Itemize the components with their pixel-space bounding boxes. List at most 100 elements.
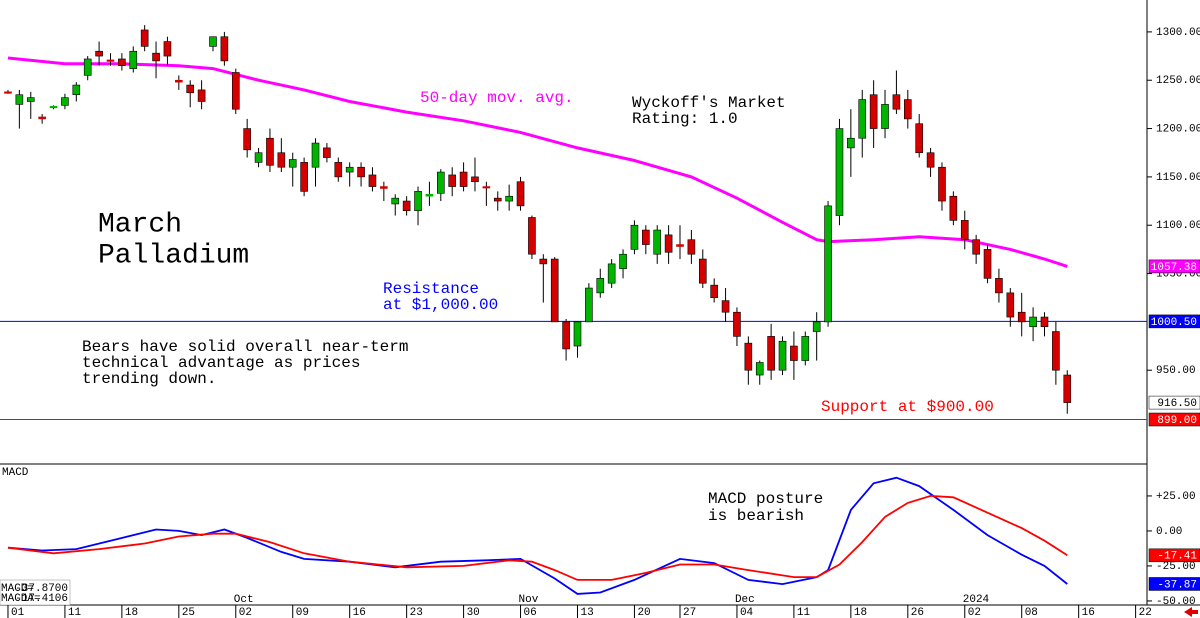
candle-body: [744, 342, 753, 371]
y-tick-label: -50.00: [1156, 596, 1196, 608]
candle-body: [881, 104, 889, 129]
x-tick-label: 25: [182, 607, 195, 618]
price-label-box: [1148, 395, 1200, 410]
candle-body: [175, 79, 183, 83]
chart-title: March: [98, 209, 182, 240]
candle-body: [835, 128, 844, 216]
y-tick-label: -25.00: [1156, 561, 1196, 573]
scroll-arrow[interactable]: [1184, 607, 1198, 617]
candle-body: [767, 336, 775, 371]
candle-body: [778, 340, 787, 371]
candle-body: [755, 362, 764, 376]
x-tick-label: 04: [740, 607, 754, 618]
legend-value: -37.8700: [15, 583, 68, 595]
candle-body: [448, 174, 456, 187]
candle-body: [83, 58, 92, 76]
price-label: 1000.50: [1151, 317, 1197, 329]
commentary: technical advantage as prices: [82, 354, 360, 372]
x-tick-label: 06: [524, 607, 537, 618]
month-label: Dec: [735, 594, 755, 606]
candle-body: [642, 229, 650, 245]
x-tick-label: 16: [1082, 607, 1095, 618]
candle-body: [380, 186, 388, 189]
x-tick-label: 13: [580, 607, 593, 618]
y-tick-label: 0.00: [1156, 526, 1182, 538]
x-tick-label: 22: [1139, 607, 1152, 618]
candle-body: [562, 321, 570, 350]
candle-body: [231, 72, 240, 110]
price-label: 916.50: [1157, 398, 1197, 410]
candle-body: [220, 36, 229, 62]
candle-body: [721, 300, 730, 313]
candle-body: [391, 197, 400, 205]
candle-body: [186, 84, 195, 94]
price-label-box: [1148, 259, 1200, 274]
candle-body: [1029, 316, 1037, 328]
candle-body: [528, 217, 536, 255]
price-label: -17.41: [1157, 551, 1197, 563]
candle-body: [402, 200, 411, 212]
candle-body: [710, 284, 718, 299]
candle-body: [357, 166, 365, 178]
candle-body: [938, 166, 946, 202]
x-tick-label: 18: [854, 607, 867, 618]
candle-body: [904, 99, 912, 120]
candle-body: [38, 116, 46, 120]
candle-body: [300, 162, 308, 192]
candle-body: [4, 91, 12, 94]
x-tick-label: 16: [353, 607, 366, 618]
month-label: Oct: [234, 594, 254, 606]
chart-title: Palladium: [98, 240, 249, 271]
candle-body: [15, 94, 24, 105]
candle-body: [995, 278, 1003, 294]
support-note: Support at $900.00: [821, 398, 994, 416]
price-label-box: [1148, 577, 1200, 591]
candle-body: [573, 321, 582, 347]
candle-body: [607, 263, 616, 284]
candle-body: [676, 244, 684, 247]
resistance-note: at $1,000.00: [383, 296, 498, 314]
price-label: -37.87: [1157, 579, 1197, 591]
macd-note: is bearish: [708, 507, 804, 525]
x-tick-label: 02: [239, 607, 252, 618]
candle-body: [1052, 331, 1060, 371]
candle-body: [596, 278, 605, 294]
candle-body: [960, 220, 969, 241]
x-tick-label: 23: [410, 607, 423, 618]
candle-body: [459, 171, 468, 187]
x-tick-label: 08: [1025, 607, 1038, 618]
candle-body: [539, 258, 548, 265]
candle-body: [858, 99, 867, 139]
legend-name: MACDA=: [1, 593, 41, 605]
price-label-box: [1148, 314, 1200, 329]
y-tick-label: 1150.00: [1156, 172, 1200, 184]
x-tick-label: 27: [683, 607, 696, 618]
candle-body: [733, 311, 741, 337]
y-tick-label: 1200.00: [1156, 123, 1200, 135]
x-tick-label: 18: [125, 607, 138, 618]
x-tick-label: 11: [797, 607, 811, 618]
candle-body: [1040, 316, 1049, 328]
candle-body: [585, 287, 593, 323]
x-tick-label: 26: [911, 607, 924, 618]
candle-body: [949, 195, 958, 221]
candle-body: [687, 239, 696, 255]
ma-label: 50-day mov. avg.: [420, 89, 574, 107]
candle-body: [118, 58, 126, 67]
candle-body: [277, 152, 286, 168]
candle-body: [790, 345, 798, 361]
x-tick-label: 01: [11, 607, 25, 618]
candle-body: [254, 152, 263, 163]
candle-body: [95, 50, 103, 57]
candle-body: [61, 97, 69, 106]
x-tick-label: 30: [467, 607, 480, 618]
rating-note: Rating: 1.0: [632, 110, 738, 128]
candle-body: [72, 84, 81, 96]
candle-body: [653, 229, 662, 255]
candle-body: [334, 162, 343, 178]
month-label: Nov: [519, 594, 539, 606]
panel-title: MACD: [2, 467, 29, 479]
candle-body: [1006, 292, 1015, 318]
legend-name: MACD=: [1, 583, 34, 595]
